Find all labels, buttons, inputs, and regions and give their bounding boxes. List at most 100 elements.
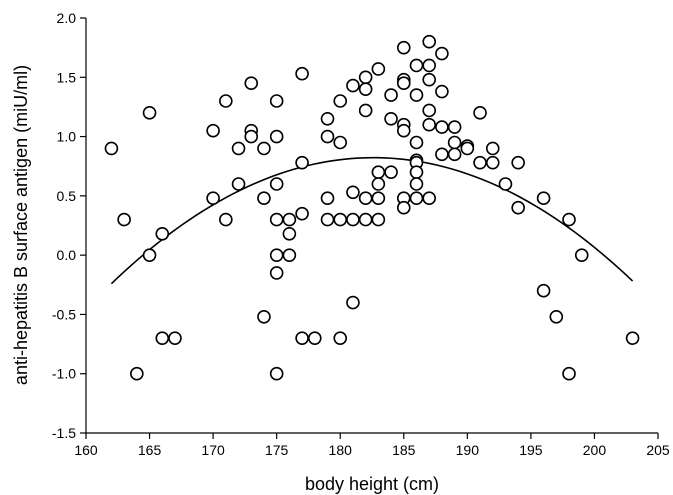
- data-point: [282, 212, 297, 227]
- data-point: [422, 34, 437, 49]
- data-point: [257, 309, 271, 324]
- data-point: [206, 191, 220, 206]
- trend-curve: [110, 156, 634, 285]
- data-point: [358, 212, 373, 227]
- data-point: [422, 117, 437, 132]
- data-point: [422, 191, 437, 206]
- data-point: [269, 266, 284, 280]
- data-point: [269, 129, 284, 144]
- data-point: [384, 111, 398, 126]
- y-tick-label: 2.0: [57, 10, 77, 26]
- x-axis-title: body height (cm): [305, 474, 439, 494]
- data-point: [206, 123, 220, 138]
- data-point: [409, 165, 424, 179]
- data-point: [244, 76, 259, 91]
- data-point: [384, 88, 398, 102]
- x-tick-label: 205: [646, 442, 670, 458]
- data-point: [435, 46, 449, 61]
- data-point: [244, 129, 259, 144]
- data-point: [269, 177, 284, 191]
- data-point: [320, 191, 335, 206]
- data-point: [358, 82, 373, 96]
- data-point: [320, 212, 335, 227]
- x-tick-label: 200: [583, 442, 607, 458]
- data-point: [485, 141, 500, 156]
- x-tick-label: 190: [456, 442, 480, 458]
- data-point: [396, 200, 411, 215]
- points-layer: [104, 34, 640, 381]
- data-point: [625, 331, 640, 345]
- data-point: [295, 66, 309, 81]
- x-tick-label: 170: [201, 442, 225, 458]
- data-point: [295, 155, 309, 170]
- data-point: [320, 111, 335, 126]
- data-point: [460, 141, 475, 156]
- x-tick-label: 175: [265, 442, 289, 458]
- data-point: [396, 123, 411, 138]
- data-point: [219, 212, 233, 227]
- data-point: [371, 165, 386, 179]
- data-point: [435, 84, 449, 99]
- data-point: [422, 58, 437, 73]
- data-point: [371, 177, 386, 191]
- x-tick-label: 195: [519, 442, 543, 458]
- data-point: [536, 191, 551, 206]
- data-point: [371, 212, 386, 227]
- data-point: [307, 331, 322, 345]
- data-point: [536, 283, 551, 298]
- data-point: [155, 331, 170, 345]
- data-point: [511, 200, 525, 215]
- data-point: [282, 227, 297, 241]
- data-point: [295, 206, 309, 221]
- data-point: [447, 147, 462, 162]
- data-point: [409, 58, 424, 73]
- data-point: [409, 88, 424, 102]
- data-point: [435, 147, 449, 162]
- data-point: [333, 331, 348, 345]
- data-point: [447, 135, 462, 150]
- data-point: [409, 177, 424, 191]
- data-point: [269, 366, 284, 381]
- trend-layer: [110, 156, 634, 285]
- data-point: [384, 165, 398, 179]
- data-point: [320, 129, 335, 144]
- data-point: [346, 212, 360, 227]
- data-point: [333, 135, 348, 150]
- data-point: [358, 70, 373, 85]
- y-tick-label: -1.5: [52, 425, 76, 441]
- data-point: [358, 103, 373, 118]
- data-point: [219, 94, 233, 108]
- data-point: [104, 141, 119, 156]
- x-tick-label: 160: [74, 442, 98, 458]
- data-point: [447, 120, 462, 134]
- data-point: [231, 141, 246, 156]
- data-point: [130, 366, 144, 381]
- data-point: [422, 103, 437, 118]
- data-point: [498, 177, 513, 191]
- data-point: [511, 155, 525, 170]
- data-point: [346, 185, 360, 200]
- x-ticks: 160 165 170 175 180 185 190 195 200 205: [74, 433, 670, 458]
- axes-layer: [85, 18, 658, 434]
- data-point: [257, 191, 271, 206]
- y-tick-label: -0.5: [52, 306, 76, 322]
- y-tick-label: 1.5: [57, 69, 77, 85]
- y-tick-label: 1.0: [57, 129, 77, 145]
- data-point: [473, 106, 487, 120]
- data-point: [371, 191, 386, 206]
- data-point: [168, 331, 182, 345]
- data-point: [358, 191, 373, 206]
- data-point: [422, 72, 437, 87]
- x-tick-label: 185: [392, 442, 416, 458]
- data-point: [333, 94, 348, 108]
- data-point: [142, 106, 157, 120]
- data-point: [473, 155, 487, 170]
- y-axis-title: anti-hepatitis B surface antigen (miU/ml…: [11, 65, 31, 385]
- y-ticks: -1.5 -1.0 -0.5 0.0 0.5 1.0 1.5 2.0: [52, 10, 86, 441]
- x-tick-label: 180: [329, 442, 353, 458]
- data-point: [142, 248, 157, 262]
- data-point: [396, 76, 411, 91]
- data-point: [231, 177, 246, 191]
- data-point: [396, 40, 411, 55]
